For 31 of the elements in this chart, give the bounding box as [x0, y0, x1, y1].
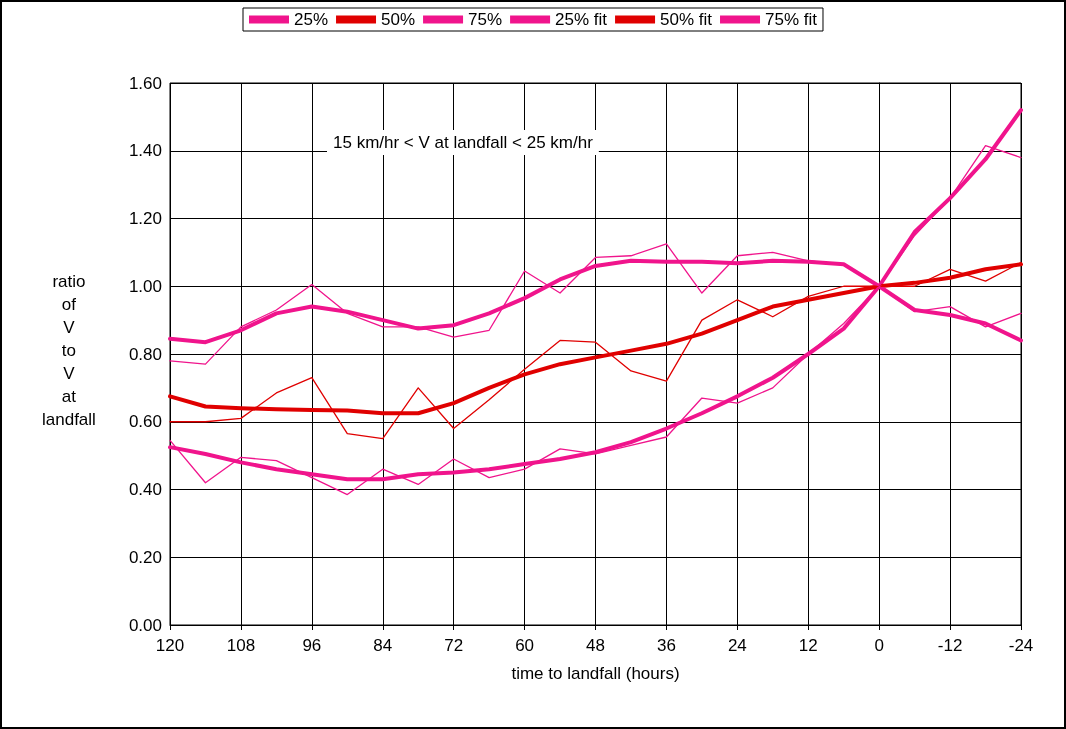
x-tick-label: 72 — [444, 636, 464, 655]
y-tick-label: 1.40 — [128, 141, 162, 161]
x-axis-title: time to landfall (hours) — [511, 664, 680, 683]
y-tick-label: 1.00 — [128, 276, 162, 296]
legend-label: 75% fit — [765, 10, 818, 29]
x-tick-label: 0 — [874, 636, 884, 655]
y-tick-label: 1.60 — [128, 73, 162, 93]
x-tick-label: 84 — [373, 636, 393, 655]
legend-label: 25% — [294, 10, 329, 29]
x-tick-label: 24 — [727, 636, 747, 655]
x-tick-label: -12 — [937, 636, 963, 655]
y-tick-label: 1.20 — [128, 209, 162, 228]
legend-label: 25% fit — [555, 10, 608, 29]
y-tick-label: 0.00 — [128, 615, 162, 635]
y-tick-label: 0.40 — [128, 480, 162, 499]
y-tick-label: 0.20 — [128, 547, 162, 567]
x-tick-label: 12 — [798, 636, 818, 655]
y-tick-label: 0.60 — [128, 412, 162, 432]
x-tick-label: 120 — [155, 636, 185, 655]
x-tick-label: 96 — [302, 636, 322, 655]
legend-label: 50% — [381, 10, 416, 29]
x-tick-label: 60 — [515, 636, 535, 655]
legend-label: 50% fit — [660, 10, 713, 29]
y-tick-label: 0.80 — [128, 344, 162, 364]
x-tick-label: -24 — [1008, 636, 1034, 655]
y-axis-title: ratio of V to V at landfall — [42, 272, 96, 429]
x-tick-label: 108 — [226, 636, 256, 655]
annotation: 15 km/hr < V at landfall < 25 km/hr — [333, 133, 594, 152]
x-tick-label: 48 — [586, 636, 605, 655]
x-tick-label: 36 — [656, 636, 676, 655]
legend-label: 75% — [468, 10, 503, 29]
